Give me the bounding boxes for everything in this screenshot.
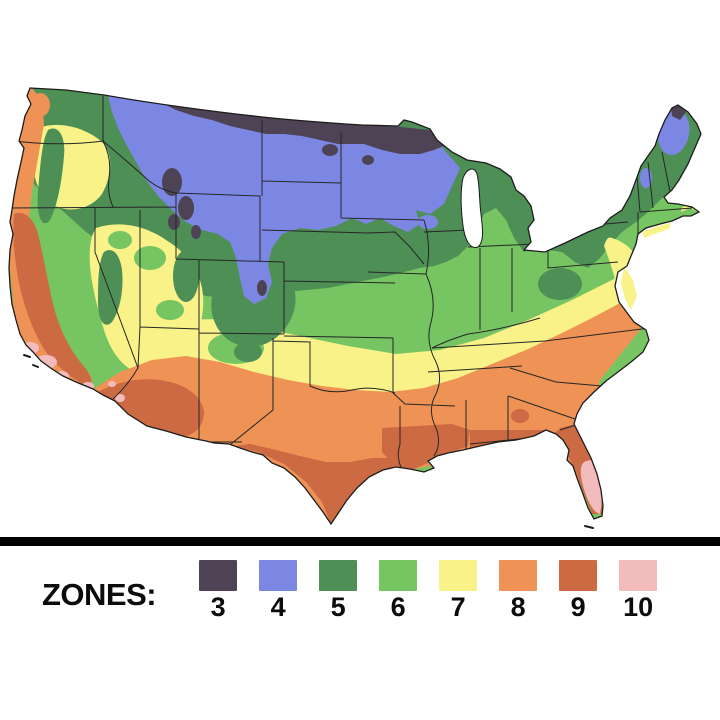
long-island [642, 223, 671, 238]
zone-4-swatch [259, 560, 298, 591]
zone-9-region [234, 444, 396, 524]
legend-title: ZONES: [42, 577, 157, 612]
legend-item-zone-7: 7 [439, 560, 478, 622]
zone-6-label: 6 [390, 592, 406, 622]
us-hardiness-zone-map [8, 87, 702, 529]
legend-item-zone-8: 8 [499, 560, 538, 622]
legend-item-zone-6: 6 [379, 560, 418, 622]
zone-9-label: 9 [570, 592, 586, 622]
lake-michigan [460, 168, 484, 249]
state-borders [9, 96, 693, 468]
islands-and-keys [23, 354, 594, 529]
zone-fill-layers [9, 88, 701, 524]
zone-5-label: 5 [330, 592, 346, 622]
zone-3-label: 3 [210, 592, 226, 622]
zone-8-label: 8 [510, 592, 526, 622]
legend-item-zone-3: 3 [199, 560, 238, 622]
delmarva-peninsula [621, 266, 637, 310]
legend-item-zone-4: 4 [259, 560, 298, 622]
zone-4-label: 4 [270, 592, 286, 622]
zone-10-region [580, 460, 603, 514]
divider-bar [0, 537, 720, 546]
zone-5-swatch [319, 560, 358, 591]
legend-item-zone-10: 10 [619, 560, 658, 622]
zone-9-swatch [559, 560, 598, 591]
zone-10-swatch [619, 560, 658, 591]
zone-3-swatch [199, 560, 238, 591]
zone-7-swatch [439, 560, 478, 591]
zone-10-label: 10 [623, 592, 654, 622]
zone-6-swatch [379, 560, 418, 591]
zone-3-region [160, 102, 444, 154]
zone-4-region [108, 96, 460, 304]
zone-7-label: 7 [450, 592, 466, 622]
zones-legend: ZONES: 3 4 5 6 7 8 9 10 [42, 560, 658, 622]
zone-8-swatch [499, 560, 538, 591]
map-svg [8, 87, 702, 529]
legend-items: 3 4 5 6 7 8 9 10 [199, 560, 658, 622]
legend-item-zone-5: 5 [319, 560, 358, 622]
legend-item-zone-9: 9 [559, 560, 598, 622]
